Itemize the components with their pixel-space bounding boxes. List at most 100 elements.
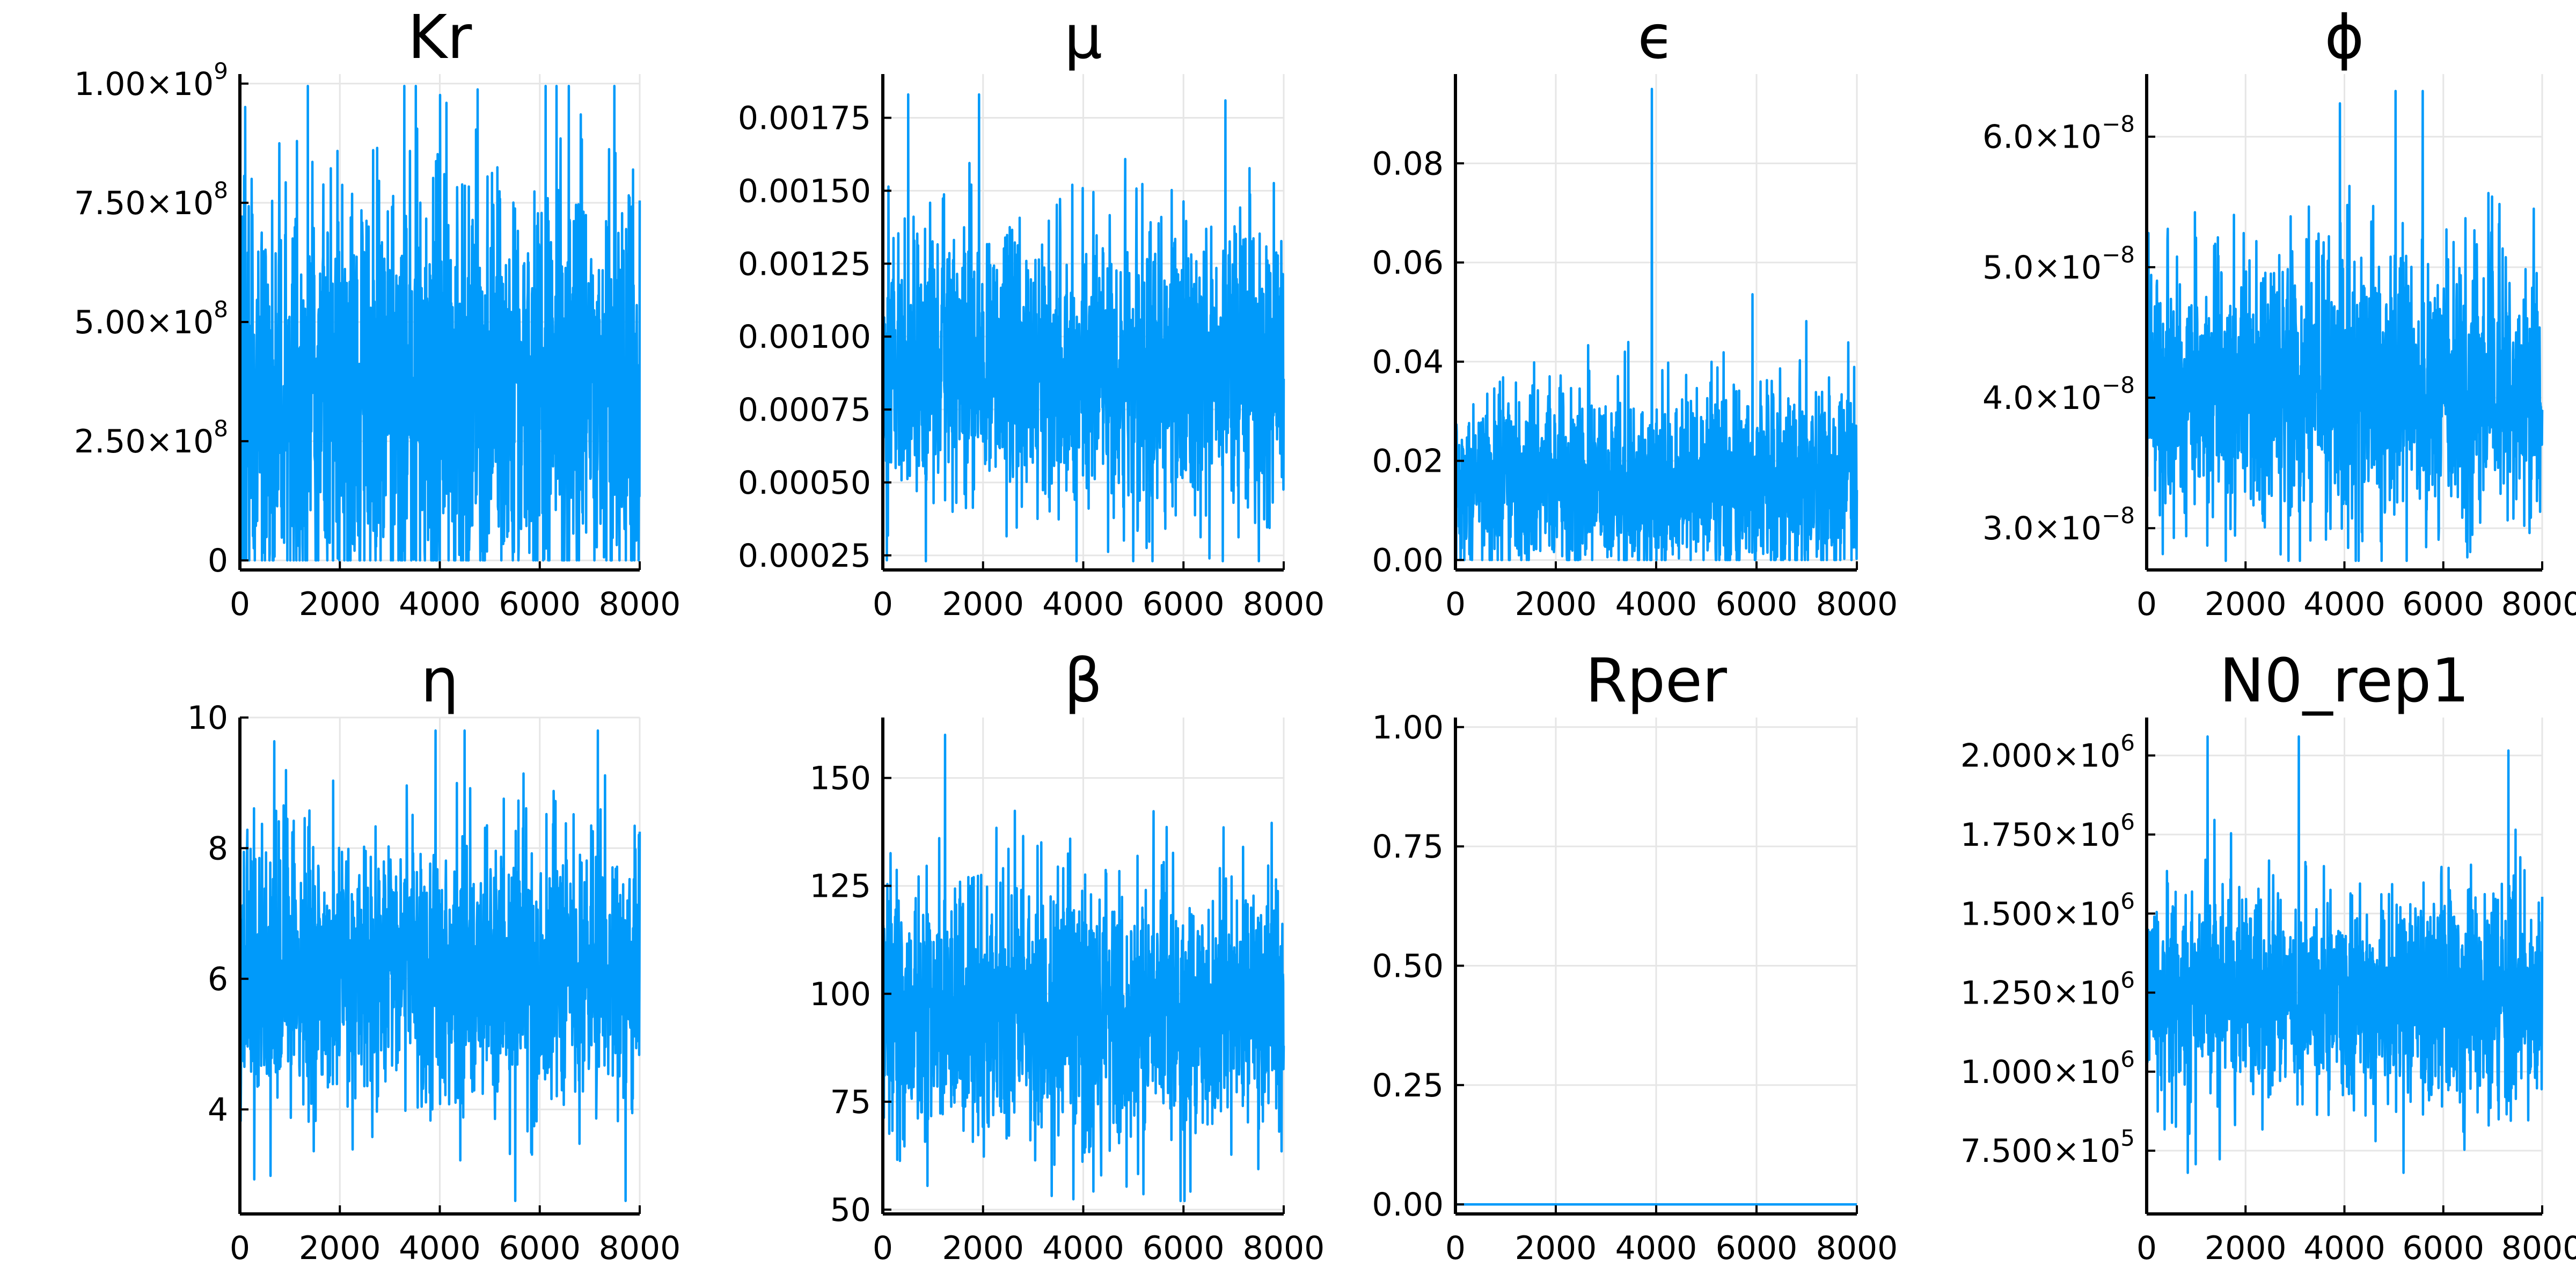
panel-8: 0 2000 4000 6000 80007.500×1051.000×1061.250… <box>1960 646 2576 1267</box>
y-tick-label: 0.04 <box>1372 343 1444 381</box>
series-line <box>881 733 1285 1203</box>
x-tick-label: 2000 <box>1515 1230 1597 1267</box>
y-tick-mantissa: 1.00×10 <box>74 65 214 103</box>
panel-5: 0 2000 4000 6000 8000 4 6 8 10 η <box>187 646 681 1267</box>
panel-title: ϵ <box>1638 3 1675 72</box>
y-tick-label: 1.250×106 <box>1960 967 2135 1012</box>
y-tick-label: 6 <box>208 961 228 998</box>
x-tick-label: 0 <box>873 1230 893 1267</box>
y-tick-label: 0.00 <box>1372 1186 1444 1224</box>
y-tick-mantissa: 5.0×10 <box>1982 249 2102 287</box>
y-tick-label: 100 <box>809 976 871 1013</box>
x-tick-label: 2000 <box>1515 586 1597 623</box>
y-tick-mantissa: 100 <box>809 976 871 1013</box>
x-tick-label: 6000 <box>1716 586 1798 623</box>
y-tick-label: 4.0×10−8 <box>1982 372 2135 417</box>
x-tick-label: 0 <box>1445 586 1466 623</box>
y-tick-mantissa: 150 <box>809 760 871 797</box>
x-tick-label: 8000 <box>599 1230 681 1267</box>
panel-title: β <box>1064 646 1102 716</box>
y-tick-label: 0.00150 <box>738 172 871 210</box>
y-tick-exponent: 8 <box>214 415 228 442</box>
panel-title: μ <box>1064 3 1102 72</box>
panel-3: 0 2000 4000 6000 8000 0.00 0.02 0.04 0.06 0.08 ϵ <box>1372 3 1898 623</box>
y-tick-exponent: 9 <box>214 58 228 84</box>
y-tick-mantissa: 0.50 <box>1372 948 1444 985</box>
y-tick-label: 0.50 <box>1372 948 1444 985</box>
y-tick-label: 75 <box>830 1084 871 1121</box>
y-tick-label: 0.08 <box>1372 145 1444 182</box>
y-tick-mantissa: 0.08 <box>1372 145 1444 182</box>
panel-6: 0 2000 4000 6000 8000 50 75 100 125 150 β <box>809 646 1324 1267</box>
x-tick-label: 4000 <box>399 1230 481 1267</box>
x-tick-label: 6000 <box>1143 586 1225 623</box>
y-tick-exponent: 8 <box>214 296 228 323</box>
y-tick-label: 2.000×106 <box>1960 730 2135 775</box>
y-tick-mantissa: 4 <box>208 1091 228 1129</box>
x-tick-label: 4000 <box>1042 1230 1124 1267</box>
x-tick-label: 8000 <box>2501 586 2576 623</box>
y-tick-label: 0.02 <box>1372 443 1444 480</box>
x-tick-label: 8000 <box>1816 1230 1898 1267</box>
y-tick-label: 150 <box>809 760 871 797</box>
y-tick-label: 0.00050 <box>738 464 871 502</box>
y-tick-mantissa: 125 <box>809 868 871 905</box>
x-tick-label: 6000 <box>499 586 581 623</box>
y-tick-mantissa: 1.500×10 <box>1960 895 2120 933</box>
panel-4: 0 2000 4000 6000 80003.0×10−84.0×10−85.0×10−… <box>1982 3 2576 623</box>
y-tick-mantissa: 2.000×10 <box>1960 737 2120 775</box>
x-tick-label: 0 <box>230 586 250 623</box>
y-tick-mantissa: 4.0×10 <box>1982 379 2102 417</box>
y-tick-mantissa: 6 <box>208 961 228 998</box>
y-tick-label: 1.500×106 <box>1960 888 2135 933</box>
x-tick-label: 2000 <box>942 586 1024 623</box>
panel-title: N0_rep1 <box>2220 646 2470 716</box>
y-tick-exponent: 6 <box>2120 809 2135 835</box>
y-tick-mantissa: 10 <box>187 699 228 737</box>
series-line <box>2145 735 2544 1174</box>
x-tick-label: 4000 <box>2303 586 2385 623</box>
y-tick-mantissa: 0.25 <box>1372 1067 1444 1104</box>
y-tick-label: 0.00 <box>1372 542 1444 580</box>
y-tick-mantissa: 0.02 <box>1372 443 1444 480</box>
y-tick-exponent: 6 <box>2120 1046 2135 1072</box>
panel-2: 0 2000 4000 6000 8000 0.00025 0.00050 0.00075 0.… <box>738 3 1324 623</box>
y-tick-mantissa: 1.250×10 <box>1960 975 2120 1012</box>
y-tick-label: 0.00025 <box>738 537 871 575</box>
y-tick-exponent: −8 <box>2102 372 2135 398</box>
y-tick-label: 5.00×108 <box>74 296 228 341</box>
y-tick-mantissa: 0.00100 <box>738 318 871 356</box>
y-tick-label: 5.0×10−8 <box>1982 241 2135 287</box>
y-tick-label: 10 <box>187 699 228 737</box>
y-tick-mantissa: 0.00075 <box>738 391 871 429</box>
y-tick-mantissa: 50 <box>830 1191 871 1229</box>
y-tick-mantissa: 2.50×10 <box>74 423 214 460</box>
y-tick-exponent: 6 <box>2120 730 2135 756</box>
y-tick-exponent: 5 <box>2120 1125 2135 1151</box>
y-tick-exponent: 8 <box>214 177 228 203</box>
series-line <box>2145 90 2544 562</box>
panel-title: ϕ <box>2325 3 2365 72</box>
y-tick-label: 1.00×109 <box>74 58 228 103</box>
x-tick-label: 2000 <box>299 1230 381 1267</box>
panel-1: 0 2000 4000 6000 800002.50×1085.00×1087.50×1… <box>74 3 680 623</box>
y-tick-label: 2.50×108 <box>74 415 228 460</box>
y-tick-label: 0.00075 <box>738 391 871 429</box>
x-tick-label: 0 <box>2136 1230 2157 1267</box>
y-tick-mantissa: 0.75 <box>1372 828 1444 866</box>
y-tick-mantissa: 5.00×10 <box>74 304 214 341</box>
x-tick-label: 8000 <box>1243 586 1325 623</box>
x-tick-label: 6000 <box>2402 586 2484 623</box>
y-tick-mantissa: 7.50×10 <box>74 185 214 222</box>
y-tick-mantissa: 0.00125 <box>738 245 871 283</box>
x-tick-label: 6000 <box>2402 1230 2484 1267</box>
series-line <box>238 84 641 562</box>
x-tick-label: 4000 <box>2303 1230 2385 1267</box>
y-tick-label: 1.750×106 <box>1960 809 2135 854</box>
panel-title: Kr <box>408 3 472 72</box>
y-tick-mantissa: 0.00175 <box>738 100 871 137</box>
x-tick-label: 4000 <box>1615 1230 1697 1267</box>
y-tick-label: 1.000×106 <box>1960 1046 2135 1091</box>
y-tick-mantissa: 1.750×10 <box>1960 816 2120 854</box>
y-tick-mantissa: 0.00 <box>1372 1186 1444 1224</box>
